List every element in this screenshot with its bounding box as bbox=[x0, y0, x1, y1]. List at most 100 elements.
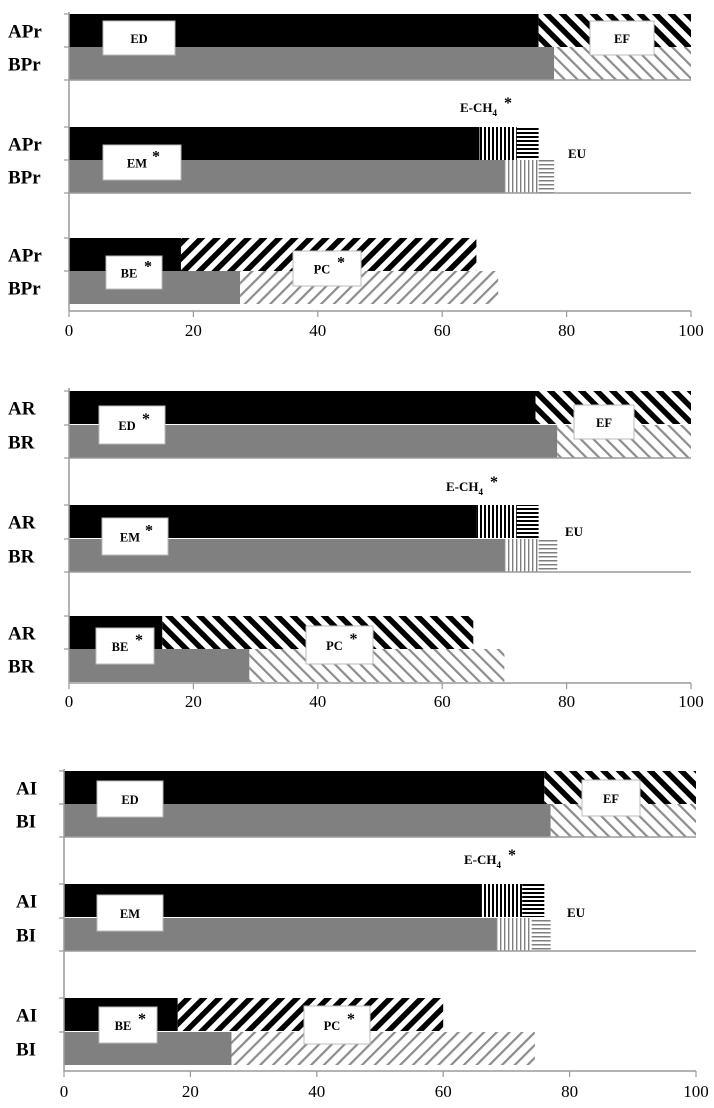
x-tick-label: 100 bbox=[678, 321, 704, 340]
label-box bbox=[102, 144, 182, 181]
label-box bbox=[98, 1006, 158, 1044]
label-box bbox=[101, 517, 169, 556]
label-text: BE bbox=[115, 1019, 132, 1033]
bar-segment-bpr-e-ch4 bbox=[504, 160, 539, 193]
label-text: ED bbox=[121, 793, 138, 807]
bar-segment-br-e-ch4 bbox=[504, 539, 539, 572]
annotation-ed: ED bbox=[96, 780, 164, 818]
significance-star: * bbox=[490, 474, 498, 491]
annotation-pc: PC * bbox=[305, 625, 374, 665]
bar-segment-bi-pc bbox=[231, 1032, 535, 1065]
label-text: EU bbox=[567, 905, 586, 920]
row-label-bpr: BPr bbox=[8, 55, 41, 76]
row-label-bpr: BPr bbox=[8, 168, 41, 189]
label-text: EU bbox=[568, 146, 587, 161]
row-label-bi: BI bbox=[16, 1040, 36, 1061]
bar-segment-ar-e-ch4 bbox=[476, 505, 517, 538]
row-label-br: BR bbox=[8, 433, 35, 454]
label-box bbox=[96, 780, 164, 818]
label-text: ED bbox=[118, 419, 135, 433]
row-label-ar: AR bbox=[8, 399, 36, 420]
label-text: EF bbox=[614, 32, 630, 46]
bar-segment-bpr-pc bbox=[240, 271, 499, 304]
x-tick-label: 60 bbox=[434, 692, 451, 711]
x-tick-label: 0 bbox=[60, 1082, 69, 1101]
annotation-be: BE * bbox=[98, 1006, 158, 1044]
significance-star: * bbox=[142, 411, 150, 428]
x-tick-label: 100 bbox=[678, 692, 704, 711]
row-label-ai: AI bbox=[16, 1006, 37, 1027]
label-box bbox=[573, 404, 635, 440]
bar-segment-ai-eu bbox=[522, 884, 545, 917]
bar-segment-ar-eu bbox=[516, 505, 539, 538]
x-tick-label: 20 bbox=[182, 1082, 199, 1101]
x-tick-label: 100 bbox=[683, 1082, 709, 1101]
label-box bbox=[292, 250, 362, 287]
row-label-apr: APr bbox=[8, 22, 42, 43]
x-tick-label: 80 bbox=[558, 692, 575, 711]
x-tick-label: 20 bbox=[185, 321, 202, 340]
x-tick-label: 0 bbox=[65, 321, 74, 340]
label-text: EM bbox=[120, 531, 140, 545]
significance-star: * bbox=[504, 95, 512, 112]
annotation-eu: EU bbox=[567, 905, 586, 920]
label-text: E-CH4 bbox=[460, 100, 498, 118]
label-text: E-CH4 bbox=[464, 852, 502, 870]
label-box bbox=[98, 405, 166, 445]
label-box bbox=[303, 1005, 371, 1045]
chart-panel-3: AI BI AI BI AI BI 0 20 40 60 80 100 ED EF E-CH4 * EM EU BE… bbox=[16, 769, 709, 1101]
row-label-bpr: BPr bbox=[8, 279, 41, 300]
label-text: EF bbox=[596, 416, 612, 430]
significance-star: * bbox=[145, 523, 153, 540]
label-box bbox=[102, 20, 176, 56]
significance-star: * bbox=[347, 1011, 355, 1028]
row-label-apr: APr bbox=[8, 246, 42, 267]
label-box bbox=[105, 255, 163, 290]
significance-star: * bbox=[337, 255, 345, 272]
label-text: EU bbox=[565, 524, 584, 539]
annotation-be: BE * bbox=[95, 627, 155, 665]
label-box bbox=[305, 625, 374, 665]
annotation-e-ch4: E-CH4 * bbox=[460, 95, 512, 118]
label-box bbox=[96, 894, 164, 932]
label-text: PC bbox=[324, 1019, 341, 1033]
x-tick-label: 20 bbox=[185, 692, 202, 711]
x-tick-label: 60 bbox=[434, 321, 451, 340]
x-tick-label: 60 bbox=[435, 1082, 452, 1101]
label-text: EM bbox=[127, 157, 147, 171]
annotation-eu: EU bbox=[568, 146, 587, 161]
bar-segment-br-pc bbox=[249, 649, 505, 682]
annotation-e-ch4: E-CH4 * bbox=[464, 847, 516, 870]
x-tick-label: 40 bbox=[309, 692, 326, 711]
significance-star: * bbox=[138, 1011, 146, 1028]
row-label-br: BR bbox=[8, 657, 35, 678]
annotation-ef: EF bbox=[581, 779, 641, 817]
annotation-ef: EF bbox=[589, 20, 655, 56]
significance-star: * bbox=[508, 847, 516, 864]
label-box bbox=[581, 779, 641, 817]
row-label-bi: BI bbox=[16, 926, 36, 947]
label-text: EM bbox=[120, 907, 140, 921]
bar-segment-ai-e-ch4 bbox=[481, 884, 523, 917]
label-text: BE bbox=[121, 267, 138, 281]
label-text: ED bbox=[130, 32, 147, 46]
bar-segment-apr-eu bbox=[516, 127, 539, 160]
row-label-br: BR bbox=[8, 547, 35, 568]
row-label-ar: AR bbox=[8, 624, 36, 645]
bar-segment-bpr-eu bbox=[538, 160, 555, 193]
bar-segment-br-eu bbox=[538, 539, 558, 572]
chart-panel-1: APr BPr APr BPr APr BPr 0 20 40 60 80 100 ED EF E-CH4 *… bbox=[8, 12, 704, 340]
label-box bbox=[589, 20, 655, 56]
annotation-em: EM * bbox=[102, 144, 182, 181]
chart-panel-2: AR BR AR BR AR BR 0 20 40 60 80 100 ED * EF E-CH4 * EM * EU… bbox=[8, 388, 704, 711]
x-tick-label: 0 bbox=[65, 692, 74, 711]
row-label-ar: AR bbox=[8, 513, 36, 534]
annotation-ed: ED bbox=[102, 20, 176, 56]
significance-star: * bbox=[152, 149, 160, 166]
label-text: PC bbox=[314, 263, 331, 277]
x-tick-label: 80 bbox=[561, 1082, 578, 1101]
x-tick-label: 40 bbox=[308, 1082, 325, 1101]
bar-segment-bi-e-ch4 bbox=[496, 918, 532, 951]
